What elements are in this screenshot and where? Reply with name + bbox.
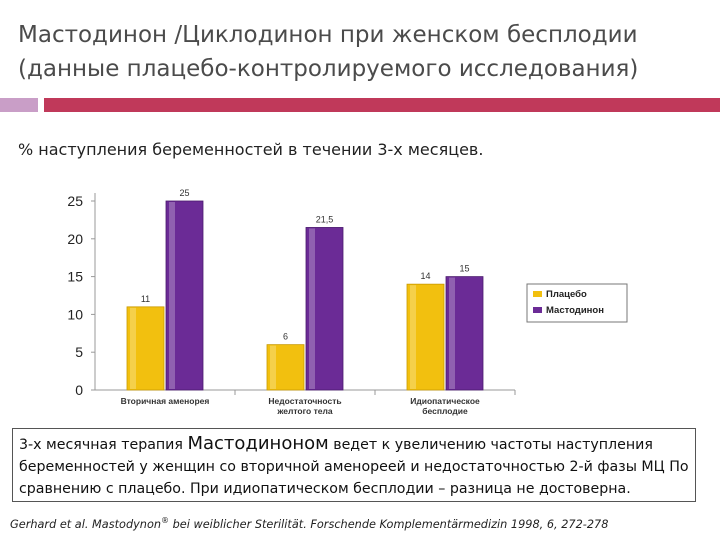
bar-highlight: [309, 228, 315, 389]
conclusion-text-2: ведет к увеличению частоты наступления б…: [19, 437, 689, 497]
bar-highlight: [410, 285, 416, 389]
data-label: 25: [179, 188, 189, 198]
accent-bar-right: [44, 98, 720, 112]
legend-box: [526, 283, 628, 323]
reference: Gerhard et al. Mastodynon® bei weibliche…: [10, 516, 608, 531]
bar-highlight: [270, 345, 276, 389]
bar-highlight: [130, 307, 136, 389]
data-label: 15: [459, 264, 469, 274]
x-tick-label: бесплодие: [422, 406, 468, 416]
legend-swatch: [533, 307, 542, 313]
legend-label: Мастодинон: [546, 305, 604, 316]
bar-highlight: [169, 202, 175, 389]
data-label: 21,5: [316, 214, 334, 224]
y-tick-label: 10: [67, 306, 83, 322]
bar: [445, 276, 484, 391]
y-tick-label: 15: [67, 269, 83, 285]
y-tick-label: 0: [75, 382, 83, 398]
reference-sup: ®: [161, 516, 170, 525]
bar: [406, 283, 445, 391]
bar: [266, 344, 305, 391]
conclusion-highlight: Мастодиноном: [187, 433, 329, 454]
x-tick-label: Идиопатическое: [410, 396, 480, 406]
bar: [165, 200, 204, 391]
chart-subtitle: % наступления беременностей в течении 3-…: [18, 140, 484, 159]
data-label: 14: [420, 271, 430, 281]
conclusion-box: 3-х месячная терапия Мастодиноном ведет …: [12, 428, 696, 502]
accent-bar-left: [0, 98, 38, 112]
conclusion-text-1: 3-х месячная терапия: [19, 437, 188, 453]
y-tick-label: 20: [67, 231, 83, 247]
bar: [126, 306, 165, 391]
y-tick-label: 5: [75, 344, 83, 360]
x-tick-label: Вторичная аменорея: [121, 396, 210, 406]
bar-highlight: [449, 277, 455, 389]
title-line-2: (данные плацебо-контролируемого исследов…: [18, 56, 639, 82]
y-tick-label: 25: [67, 193, 83, 209]
legend-label: Плацебо: [546, 289, 587, 300]
data-label: 6: [283, 332, 288, 342]
x-tick-label: желтого тела: [276, 406, 333, 416]
x-tick-label: Недостаточность: [268, 396, 341, 406]
slide-title: Мастодинон /Циклодинон при женском беспл…: [18, 18, 708, 86]
bar: [305, 227, 344, 391]
reference-post: bei weiblicher Sterilität. Forschende Ko…: [169, 517, 609, 531]
bar-chart-svg: 0 5 10 15 20 25 11 25 Вторичная аменорея 6 21,5 Нед…: [67, 188, 628, 416]
reference-pre: Gerhard et al. Mastodynon: [10, 517, 162, 531]
title-line-1: Мастодинон /Циклодинон при женском беспл…: [18, 22, 638, 48]
data-label: 11: [141, 294, 150, 304]
legend-swatch: [533, 291, 542, 297]
bar-chart: 0 5 10 15 20 25 11 25 Вторичная аменорея 6 21,5 Нед…: [50, 178, 650, 423]
